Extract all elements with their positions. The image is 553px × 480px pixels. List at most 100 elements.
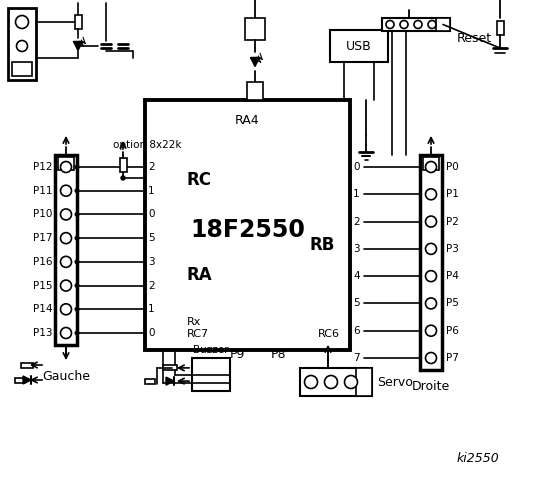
Text: RC7: RC7 (187, 329, 209, 339)
Text: Gauche: Gauche (42, 371, 90, 384)
Bar (8, 8, 36, 80)
Circle shape (60, 327, 71, 338)
Text: 1: 1 (353, 189, 359, 199)
Bar (21, 362, 33, 368)
Bar (245, 18, 265, 40)
Circle shape (345, 375, 357, 388)
Text: 1: 1 (148, 304, 155, 314)
Bar (145, 100, 350, 350)
Text: ki2550: ki2550 (457, 452, 499, 465)
Circle shape (75, 284, 79, 288)
Text: Buzzer: Buzzer (193, 345, 229, 355)
Polygon shape (166, 377, 174, 385)
Text: 2: 2 (148, 281, 155, 290)
Circle shape (60, 280, 71, 291)
Text: P2: P2 (446, 216, 459, 227)
Circle shape (121, 176, 125, 180)
Circle shape (400, 21, 408, 28)
Circle shape (60, 185, 71, 196)
Text: 5: 5 (148, 233, 155, 243)
Text: P12: P12 (33, 162, 52, 172)
Text: P15: P15 (33, 281, 52, 290)
Text: RC6: RC6 (318, 329, 340, 339)
Text: 3: 3 (353, 244, 359, 254)
Text: P7: P7 (446, 353, 459, 363)
Circle shape (75, 308, 79, 311)
Bar (145, 379, 155, 384)
Circle shape (75, 260, 79, 264)
Text: option 8x22k: option 8x22k (113, 140, 181, 150)
Text: Droite: Droite (412, 380, 450, 393)
Bar (356, 368, 372, 396)
Bar (192, 358, 230, 391)
Circle shape (60, 233, 71, 244)
Circle shape (425, 325, 436, 336)
Text: P10: P10 (33, 209, 52, 219)
Text: 5: 5 (353, 299, 359, 309)
Circle shape (17, 40, 28, 51)
Polygon shape (23, 376, 31, 384)
Circle shape (60, 161, 71, 172)
Text: P9: P9 (229, 348, 244, 361)
Text: 0: 0 (148, 209, 154, 219)
Text: USB: USB (346, 39, 372, 52)
Polygon shape (251, 58, 259, 67)
Bar (247, 82, 263, 100)
Polygon shape (74, 41, 82, 50)
Circle shape (60, 209, 71, 220)
Circle shape (425, 271, 436, 282)
Text: Reset: Reset (457, 32, 492, 45)
Circle shape (425, 161, 436, 172)
Text: RC: RC (187, 171, 212, 189)
Bar (75, 15, 81, 29)
Bar (436, 18, 450, 31)
Circle shape (414, 21, 422, 28)
Circle shape (305, 375, 317, 388)
Text: RA4: RA4 (235, 113, 260, 127)
Text: P6: P6 (446, 326, 459, 336)
Text: 6: 6 (353, 326, 359, 336)
Text: P3: P3 (446, 244, 459, 254)
Circle shape (425, 189, 436, 200)
Bar (12, 62, 32, 76)
Circle shape (425, 243, 436, 254)
Bar (163, 365, 177, 371)
Text: Rx: Rx (187, 317, 201, 327)
Text: 2: 2 (148, 162, 155, 172)
Text: P11: P11 (33, 186, 52, 196)
Circle shape (60, 256, 71, 267)
Circle shape (325, 375, 337, 388)
Bar (330, 30, 388, 62)
Circle shape (75, 213, 79, 216)
Bar (423, 157, 439, 170)
Circle shape (425, 352, 436, 363)
Text: P17: P17 (33, 233, 52, 243)
Circle shape (428, 21, 436, 28)
Text: 4: 4 (353, 271, 359, 281)
Bar (382, 18, 450, 31)
Bar (55, 155, 77, 345)
Bar (119, 158, 127, 172)
Circle shape (75, 331, 79, 335)
Text: 0: 0 (353, 162, 359, 172)
Text: P16: P16 (33, 257, 52, 267)
Text: 3: 3 (148, 257, 155, 267)
Text: 18F2550: 18F2550 (190, 218, 305, 242)
Text: P4: P4 (446, 271, 459, 281)
Text: 7: 7 (353, 353, 359, 363)
Text: 0: 0 (148, 328, 154, 338)
Circle shape (15, 15, 29, 28)
Circle shape (60, 304, 71, 315)
Text: P0: P0 (446, 162, 459, 172)
Text: P1: P1 (446, 189, 459, 199)
Circle shape (425, 298, 436, 309)
Circle shape (425, 216, 436, 227)
Text: 1: 1 (148, 186, 155, 196)
Circle shape (386, 21, 394, 28)
Text: P8: P8 (270, 348, 286, 361)
Bar (420, 155, 442, 370)
Text: P5: P5 (446, 299, 459, 309)
Text: P13: P13 (33, 328, 52, 338)
Text: 2: 2 (353, 216, 359, 227)
Bar (15, 377, 25, 383)
